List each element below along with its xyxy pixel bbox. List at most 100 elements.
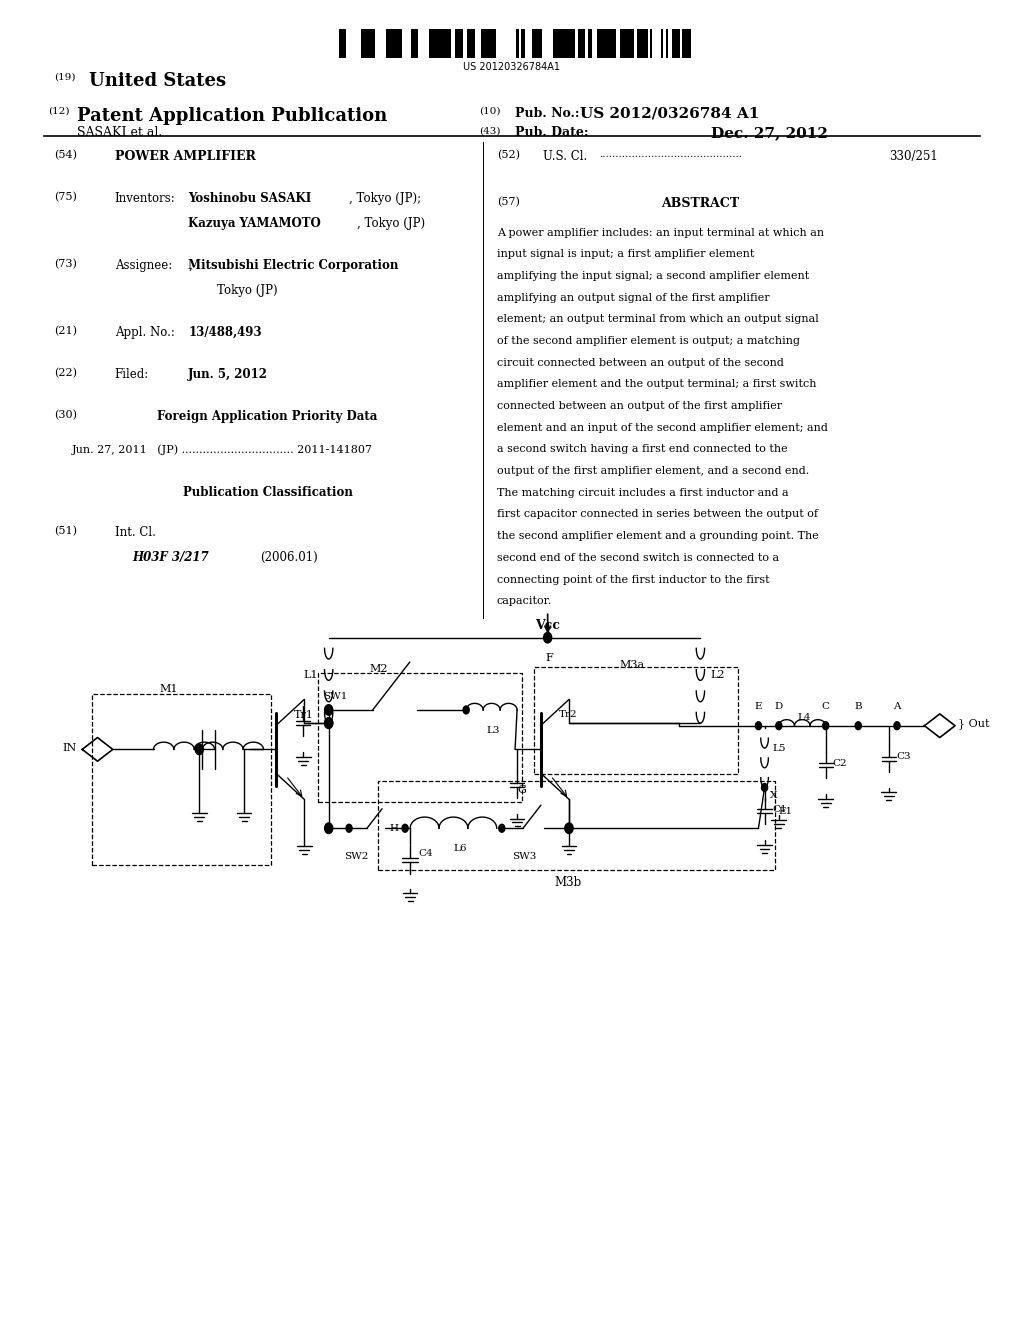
Text: (12): (12) (48, 107, 70, 116)
Text: M2: M2 (370, 664, 388, 675)
Circle shape (499, 824, 505, 832)
Text: A power amplifier includes: an input terminal at which an: A power amplifier includes: an input ter… (497, 227, 824, 238)
Bar (673, 29, 675, 58)
Text: Publication Classification: Publication Classification (182, 487, 352, 499)
Text: L5: L5 (773, 744, 786, 754)
Text: Vcc: Vcc (536, 619, 560, 632)
Bar (612, 29, 616, 58)
Bar (644, 29, 648, 58)
Circle shape (822, 722, 828, 730)
Text: of the second amplifier element is output; a matching: of the second amplifier element is outpu… (497, 337, 800, 346)
Text: (43): (43) (479, 127, 501, 136)
Text: A: A (893, 702, 901, 711)
Text: SW2: SW2 (344, 851, 369, 861)
Text: Tr1: Tr1 (294, 710, 314, 719)
Text: The matching circuit includes a first inductor and a: The matching circuit includes a first in… (497, 488, 788, 498)
Text: C3: C3 (896, 752, 910, 762)
Bar (603, 29, 606, 58)
Text: (57): (57) (497, 197, 519, 207)
Circle shape (463, 706, 469, 714)
Circle shape (325, 718, 333, 729)
Text: Foreign Application Priority Data: Foreign Application Priority Data (158, 411, 378, 424)
Circle shape (565, 822, 573, 833)
Text: Tr2: Tr2 (559, 710, 578, 719)
Text: C4: C4 (418, 849, 433, 858)
Text: amplifying an output signal of the first amplifier: amplifying an output signal of the first… (497, 293, 769, 302)
Text: Assignee:: Assignee: (115, 259, 172, 272)
Text: SASAKI et al.: SASAKI et al. (77, 127, 163, 140)
Text: Jun. 5, 2012: Jun. 5, 2012 (188, 368, 268, 381)
Bar (481, 29, 486, 58)
Bar (415, 29, 418, 58)
Bar (686, 29, 691, 58)
Bar (597, 29, 603, 58)
Text: M3b: M3b (554, 875, 582, 888)
Text: (30): (30) (53, 411, 77, 421)
Text: SW3: SW3 (512, 851, 537, 861)
Bar (561, 29, 566, 58)
Text: (21): (21) (53, 326, 77, 337)
Bar (429, 29, 431, 58)
Text: circuit connected between an output of the second: circuit connected between an output of t… (497, 358, 783, 368)
Text: , Tokyo (JP): , Tokyo (JP) (357, 216, 425, 230)
Text: } Out: } Out (958, 718, 989, 729)
Text: E: E (755, 702, 762, 711)
Bar (472, 29, 475, 58)
Text: Pub. No.:: Pub. No.: (515, 107, 580, 120)
Text: F: F (546, 653, 553, 664)
Text: G: G (517, 785, 526, 795)
Circle shape (196, 744, 204, 755)
Text: second end of the second switch is connected to a: second end of the second switch is conne… (497, 553, 779, 562)
Text: IN: IN (62, 743, 77, 752)
Text: capacitor.: capacitor. (497, 597, 552, 606)
Bar (516, 29, 519, 58)
Text: (75): (75) (53, 191, 77, 202)
Bar (606, 29, 609, 58)
Text: amplifying the input signal; a second amplifier element: amplifying the input signal; a second am… (497, 271, 809, 281)
Bar (682, 29, 684, 58)
Bar (537, 29, 539, 58)
Text: Mitsubishi Electric Corporation: Mitsubishi Electric Corporation (188, 259, 398, 272)
Bar (535, 667, 738, 775)
Bar (667, 29, 669, 58)
Text: U.S. Cl.: U.S. Cl. (543, 150, 587, 162)
Text: ,: , (188, 259, 191, 272)
Circle shape (346, 824, 352, 832)
Text: 330/251: 330/251 (889, 150, 938, 162)
Bar (399, 29, 402, 58)
Bar (675, 29, 680, 58)
Bar (582, 29, 585, 58)
Bar (494, 29, 496, 58)
Text: first capacitor connected in series between the output of: first capacitor connected in series betw… (497, 510, 818, 520)
Bar (555, 29, 561, 58)
Text: H: H (390, 824, 398, 833)
Bar (629, 29, 634, 58)
Text: M3a: M3a (620, 660, 645, 671)
Text: L6: L6 (454, 843, 467, 853)
Bar (521, 29, 525, 58)
Bar (643, 29, 644, 58)
Bar (344, 29, 346, 58)
Bar (534, 29, 537, 58)
Text: Kazuya YAMAMOTO: Kazuya YAMAMOTO (188, 216, 321, 230)
Bar (393, 29, 399, 58)
Text: M1: M1 (160, 684, 178, 694)
Text: (54): (54) (53, 150, 77, 160)
Circle shape (326, 706, 332, 714)
Text: the second amplifier element and a grounding point. The: the second amplifier element and a groun… (497, 531, 818, 541)
Text: L4: L4 (797, 713, 811, 722)
Circle shape (776, 722, 782, 730)
Bar (589, 29, 592, 58)
Circle shape (894, 722, 900, 730)
Circle shape (756, 722, 762, 730)
Circle shape (325, 705, 333, 715)
Text: D: D (775, 702, 783, 711)
Text: C1: C1 (773, 805, 787, 813)
Text: amplifier element and the output terminal; a first switch: amplifier element and the output termina… (497, 379, 816, 389)
Text: Dec. 27, 2012: Dec. 27, 2012 (711, 127, 827, 140)
Text: element; an output terminal from which an output signal: element; an output terminal from which a… (497, 314, 818, 325)
Text: (51): (51) (53, 525, 77, 536)
Text: E1: E1 (779, 808, 793, 816)
Circle shape (565, 824, 571, 832)
Bar (566, 29, 569, 58)
